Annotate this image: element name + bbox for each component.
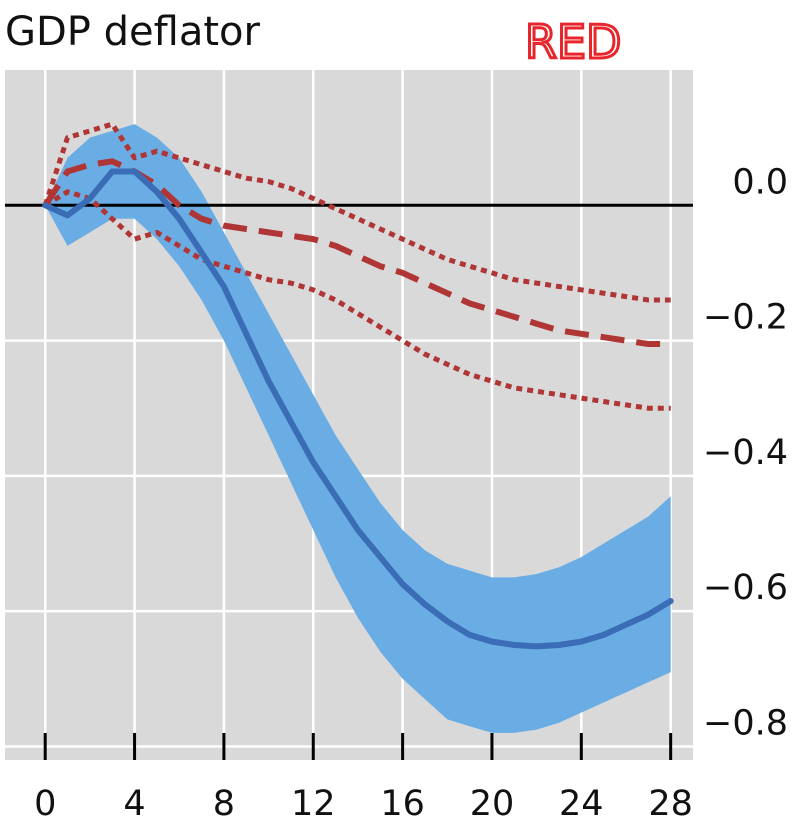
x-tick-label: 0 [34, 784, 56, 824]
x-tick-label: 8 [213, 784, 235, 824]
median-response-line [42, 168, 674, 650]
comparison-dashed-line [42, 158, 671, 347]
y-tick-label: −0.8 [703, 703, 788, 743]
x-tick-label: 28 [648, 784, 693, 824]
handwritten-annotation: RED [525, 15, 621, 69]
x-axis-labels: 0 4 8 12 16 20 24 28 [34, 784, 693, 824]
x-tick-label: 24 [559, 784, 604, 824]
chart-title: GDP deflator [5, 9, 260, 55]
y-tick-label: −0.4 [703, 433, 788, 473]
series-lines [42, 121, 674, 650]
y-axis-labels: 0.0 −0.2 −0.4 −0.6 −0.8 [703, 162, 788, 743]
x-tick-label: 20 [470, 784, 515, 824]
x-tick-label: 16 [380, 784, 425, 824]
comparison-dotted-line [43, 189, 671, 411]
x-tick-label: 4 [123, 784, 145, 824]
x-axis-ticks [43, 733, 673, 760]
confidence-band [45, 124, 671, 733]
x-tick-label: 12 [291, 784, 336, 824]
y-tick-label: −0.2 [703, 298, 788, 338]
y-tick-label: 0.0 [732, 162, 788, 202]
y-tick-label: −0.6 [703, 568, 788, 608]
